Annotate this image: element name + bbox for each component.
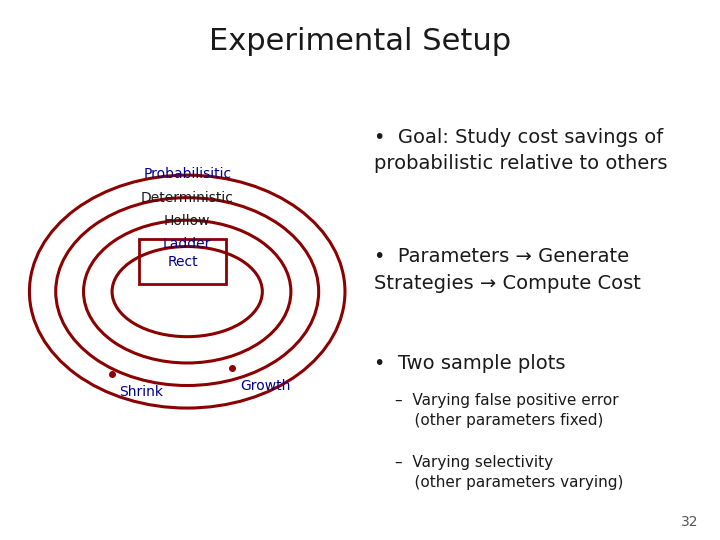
Text: Shrink: Shrink — [120, 385, 163, 399]
Text: •  Two sample plots: • Two sample plots — [374, 354, 565, 373]
Text: •  Parameters → Generate
Strategies → Compute Cost: • Parameters → Generate Strategies → Com… — [374, 247, 641, 293]
Text: Probabilisitic: Probabilisitic — [143, 167, 231, 181]
Text: Deterministic: Deterministic — [141, 192, 233, 205]
Text: –  Varying false positive error
    (other parameters fixed): – Varying false positive error (other pa… — [395, 394, 618, 428]
Text: Rect: Rect — [167, 254, 198, 268]
Text: Experimental Setup: Experimental Setup — [209, 27, 511, 56]
Text: •  Goal: Study cost savings of
probabilistic relative to others: • Goal: Study cost savings of probabilis… — [374, 128, 667, 173]
Text: 32: 32 — [681, 515, 698, 529]
Text: –  Varying selectivity
    (other parameters varying): – Varying selectivity (other parameters … — [395, 455, 623, 490]
Text: Growth: Growth — [240, 379, 290, 393]
Text: Ladder: Ladder — [163, 237, 212, 251]
Bar — [139, 239, 226, 284]
Text: Hollow: Hollow — [164, 214, 210, 228]
